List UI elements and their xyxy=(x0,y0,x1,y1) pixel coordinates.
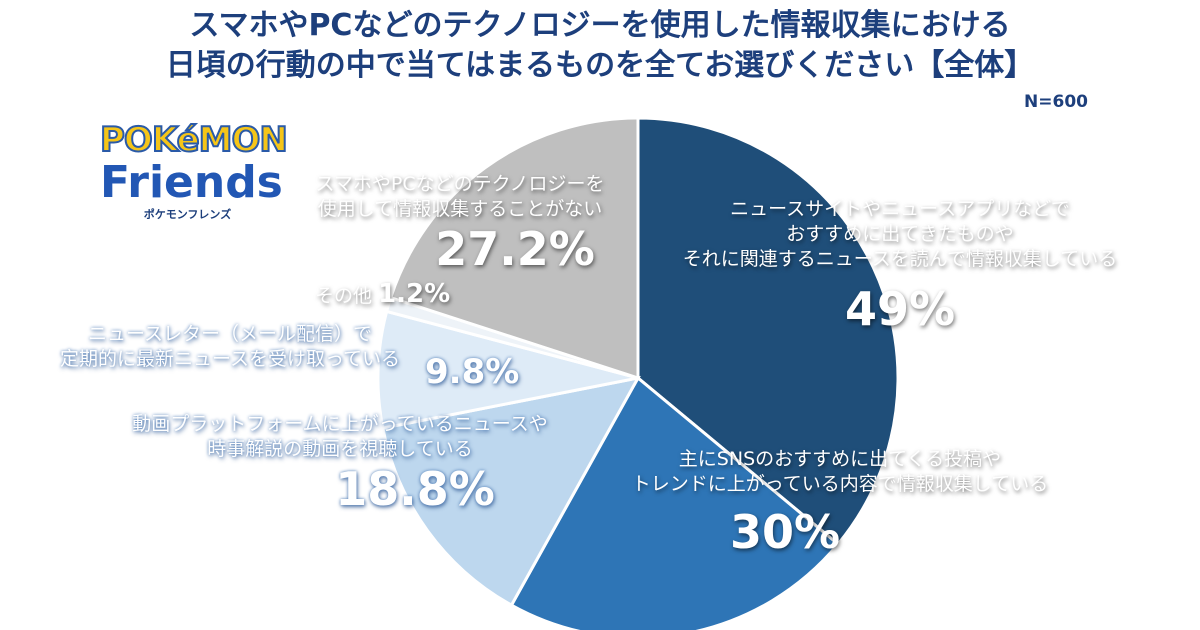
title-line-1: スマホやPCなどのテクノロジーを使用した情報収集における xyxy=(189,8,1011,43)
slice-label-0: ニュースサイトやニュースアプリなどで おすすめに出てきたものや それに関連するニ… xyxy=(640,197,1160,336)
slice-value-1: 30% xyxy=(729,505,841,559)
pie-slice-3 xyxy=(376,309,639,430)
title-line-2: 日頃の行動の中で当てはまるものを全てお選びください【全体】 xyxy=(165,48,1035,83)
slice-label-5: スマホやPCなどのテクノロジーを 使用して情報収集することがない 27.2% xyxy=(270,172,650,276)
pie-slice-5 xyxy=(388,116,640,381)
slice-label-4: その他 1.2% xyxy=(315,279,451,309)
logo-friends: Friends xyxy=(100,157,283,208)
pie-slice-0 xyxy=(636,116,900,547)
logo-katakana: ポケモンフレンズ xyxy=(143,208,232,221)
pokemon-friends-logo: POKéMON Friends ポケモンフレンズ xyxy=(99,119,289,222)
pie-slice-2 xyxy=(381,375,641,608)
chart-title: スマホやPCなどのテクノロジーを使用した情報収集における 日頃の行動の中で当ては… xyxy=(0,6,1200,86)
slice-value-4: 1.2% xyxy=(378,279,451,309)
slice-label-2: 動画プラットフォームに上がっているニュースや 時事解説の動画を視聴している 18… xyxy=(80,412,600,516)
slice-value-2: 18.8% xyxy=(335,462,495,516)
sample-size: N=600 xyxy=(1024,92,1088,112)
slice-value-3: 9.8% xyxy=(425,352,520,392)
slice-value-0: 49% xyxy=(844,282,956,336)
slice-label-1: 主にSNSのおすすめに出てくる投稿や トレンドに上がっている内容で情報収集してい… xyxy=(560,447,1120,559)
slice-label-3: ニュースレター（メール配信）で 定期的に最新ニュースを受け取っている xyxy=(59,323,401,370)
logo-pokemon: POKéMON xyxy=(99,119,289,161)
slice-value-5: 27.2% xyxy=(435,222,595,276)
pie-slice-1 xyxy=(509,375,841,630)
